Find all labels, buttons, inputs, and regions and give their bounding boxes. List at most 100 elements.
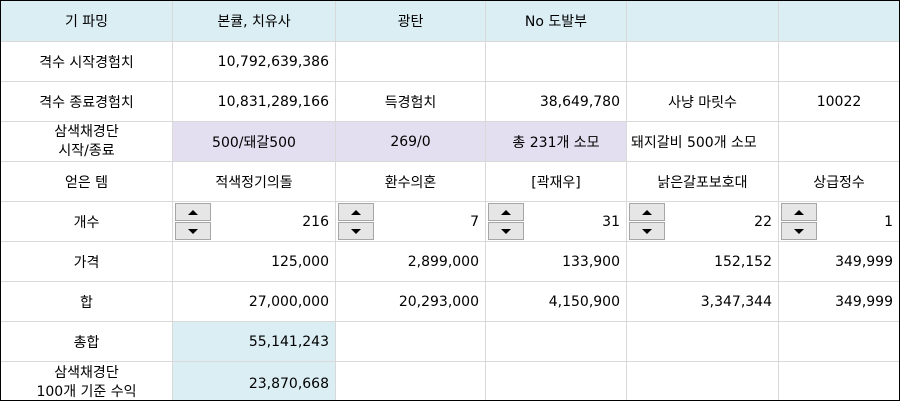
spin-up-button[interactable] — [629, 203, 665, 221]
galbi-consumed[interactable]: 돼지갈비 500개 소모 — [627, 122, 779, 161]
items-label[interactable]: 얻은 템 — [1, 162, 173, 201]
count-spinner[interactable] — [175, 203, 211, 241]
header-bullet[interactable]: 광탄 — [336, 1, 486, 41]
empty-cell[interactable] — [779, 322, 899, 361]
empty-cell[interactable] — [486, 322, 627, 361]
start-exp-label[interactable]: 격수 시작경험치 — [1, 42, 173, 81]
empty-cell[interactable] — [779, 122, 899, 161]
total-label[interactable]: 총합 — [1, 322, 173, 361]
empty-cell[interactable] — [779, 42, 899, 81]
gain-exp-value[interactable]: 38,649,780 — [486, 82, 627, 121]
empty-cell[interactable] — [336, 42, 486, 81]
spin-up-button[interactable] — [338, 203, 374, 221]
sum-value[interactable]: 27,000,000 — [173, 282, 336, 321]
hunt-count-label[interactable]: 사냥 마릿수 — [627, 82, 779, 121]
item-name[interactable]: 상급정수 — [813, 174, 865, 191]
spin-down-icon — [794, 228, 804, 234]
spin-down-icon — [501, 228, 511, 234]
count-spinner[interactable] — [488, 203, 524, 241]
spin-down-button[interactable] — [781, 222, 817, 240]
count-value: 1 — [884, 213, 893, 230]
count-cell[interactable]: 1 — [779, 202, 899, 241]
count-value: 31 — [602, 213, 620, 230]
header-empty-5[interactable] — [627, 1, 779, 41]
end-exp-row: 격수 종료경험치 10,831,289,166 득경험치 38,649,780 … — [1, 82, 899, 122]
spin-up-icon — [351, 209, 361, 215]
spin-down-icon — [351, 228, 361, 234]
item-name[interactable]: [곽재우] — [486, 162, 627, 201]
profit-label[interactable]: 삼색채경단 100개 기준 수익 — [1, 362, 173, 400]
count-cell[interactable]: 216 — [173, 202, 336, 241]
total-row: 총합 55,141,243 — [1, 322, 899, 362]
spin-up-button[interactable] — [781, 203, 817, 221]
price-value[interactable]: 349,999 — [835, 253, 893, 270]
sums-row: 합 27,000,000 20,293,000 4,150,900 3,347,… — [1, 282, 899, 322]
tricolor-remaining[interactable]: 269/0 — [336, 122, 486, 161]
sum-value[interactable]: 20,293,000 — [336, 282, 486, 321]
sum-value[interactable]: 4,150,900 — [486, 282, 627, 321]
item-name[interactable]: 환수의혼 — [336, 162, 486, 201]
spin-up-button[interactable] — [488, 203, 524, 221]
item-name[interactable]: 적색정기의돌 — [173, 162, 336, 201]
count-cell[interactable]: 22 — [627, 202, 779, 241]
prices-label[interactable]: 가격 — [1, 242, 173, 281]
gain-exp-label[interactable]: 득경험치 — [336, 82, 486, 121]
spin-up-icon — [794, 209, 804, 215]
price-value[interactable]: 2,899,000 — [336, 242, 486, 281]
start-exp-value[interactable]: 10,792,639,386 — [173, 42, 336, 81]
count-cell[interactable]: 31 — [486, 202, 627, 241]
empty-cell[interactable] — [486, 42, 627, 81]
spin-up-icon — [642, 209, 652, 215]
header-party[interactable]: 본큘, 치유사 — [173, 1, 336, 41]
price-value[interactable]: 133,900 — [486, 242, 627, 281]
count-spinner[interactable] — [338, 203, 374, 241]
empty-cell[interactable] — [336, 362, 486, 400]
count-spinner[interactable] — [629, 203, 665, 241]
header-row: 기 파밍 본큘, 치유사 광탄 No 도발부 — [1, 1, 899, 42]
sum-value[interactable]: 349,999 — [835, 293, 893, 310]
profit-value[interactable]: 23,870,668 — [173, 362, 336, 400]
empty-cell[interactable] — [779, 362, 899, 400]
price-value[interactable]: 152,152 — [627, 242, 779, 281]
tricolor-label-line2: 시작/종료 — [58, 142, 115, 159]
header-empty-6[interactable] — [779, 1, 899, 41]
spin-down-button[interactable] — [175, 222, 211, 240]
counts-label[interactable]: 개수 — [1, 202, 173, 241]
count-value: 7 — [470, 213, 479, 230]
start-exp-row: 격수 시작경험치 10,792,639,386 — [1, 42, 899, 82]
spin-down-button[interactable] — [338, 222, 374, 240]
price-value[interactable]: 125,000 — [173, 242, 336, 281]
count-value: 22 — [754, 213, 772, 230]
spin-down-icon — [188, 228, 198, 234]
spin-up-button[interactable] — [175, 203, 211, 221]
tricolor-label[interactable]: 삼색채경단 시작/종료 — [1, 122, 173, 161]
tricolor-start-end[interactable]: 500/돼갈500 — [173, 122, 336, 161]
empty-cell[interactable] — [627, 42, 779, 81]
counts-row: 개수 216 7 31 2 — [1, 202, 899, 242]
total-value[interactable]: 55,141,243 — [173, 322, 336, 361]
empty-cell[interactable] — [627, 362, 779, 400]
count-spinner[interactable] — [781, 203, 817, 241]
spin-down-button[interactable] — [488, 222, 524, 240]
end-exp-label[interactable]: 격수 종료경험치 — [1, 82, 173, 121]
spin-down-icon — [642, 228, 652, 234]
hunt-count-value[interactable]: 10022 — [816, 93, 862, 110]
profit-label-line1: 삼색채경단 — [54, 365, 119, 381]
tricolor-row: 삼색채경단 시작/종료 500/돼갈500 269/0 총 231개 소모 돼지… — [1, 122, 899, 162]
end-exp-value[interactable]: 10,831,289,166 — [173, 82, 336, 121]
spin-down-button[interactable] — [629, 222, 665, 240]
item-name[interactable]: 낡은갈포보호대 — [627, 162, 779, 201]
tricolor-consumed[interactable]: 총 231개 소모 — [486, 122, 627, 161]
empty-cell[interactable] — [336, 322, 486, 361]
empty-cell[interactable] — [627, 322, 779, 361]
sums-label[interactable]: 합 — [1, 282, 173, 321]
header-farming[interactable]: 기 파밍 — [1, 1, 173, 41]
sum-value[interactable]: 3,347,344 — [627, 282, 779, 321]
count-cell[interactable]: 7 — [336, 202, 486, 241]
spin-up-icon — [501, 209, 511, 215]
empty-cell[interactable] — [486, 362, 627, 400]
profit-row: 삼색채경단 100개 기준 수익 23,870,668 — [1, 362, 899, 400]
header-no-provoke[interactable]: No 도발부 — [486, 1, 627, 41]
spin-up-icon — [188, 209, 198, 215]
